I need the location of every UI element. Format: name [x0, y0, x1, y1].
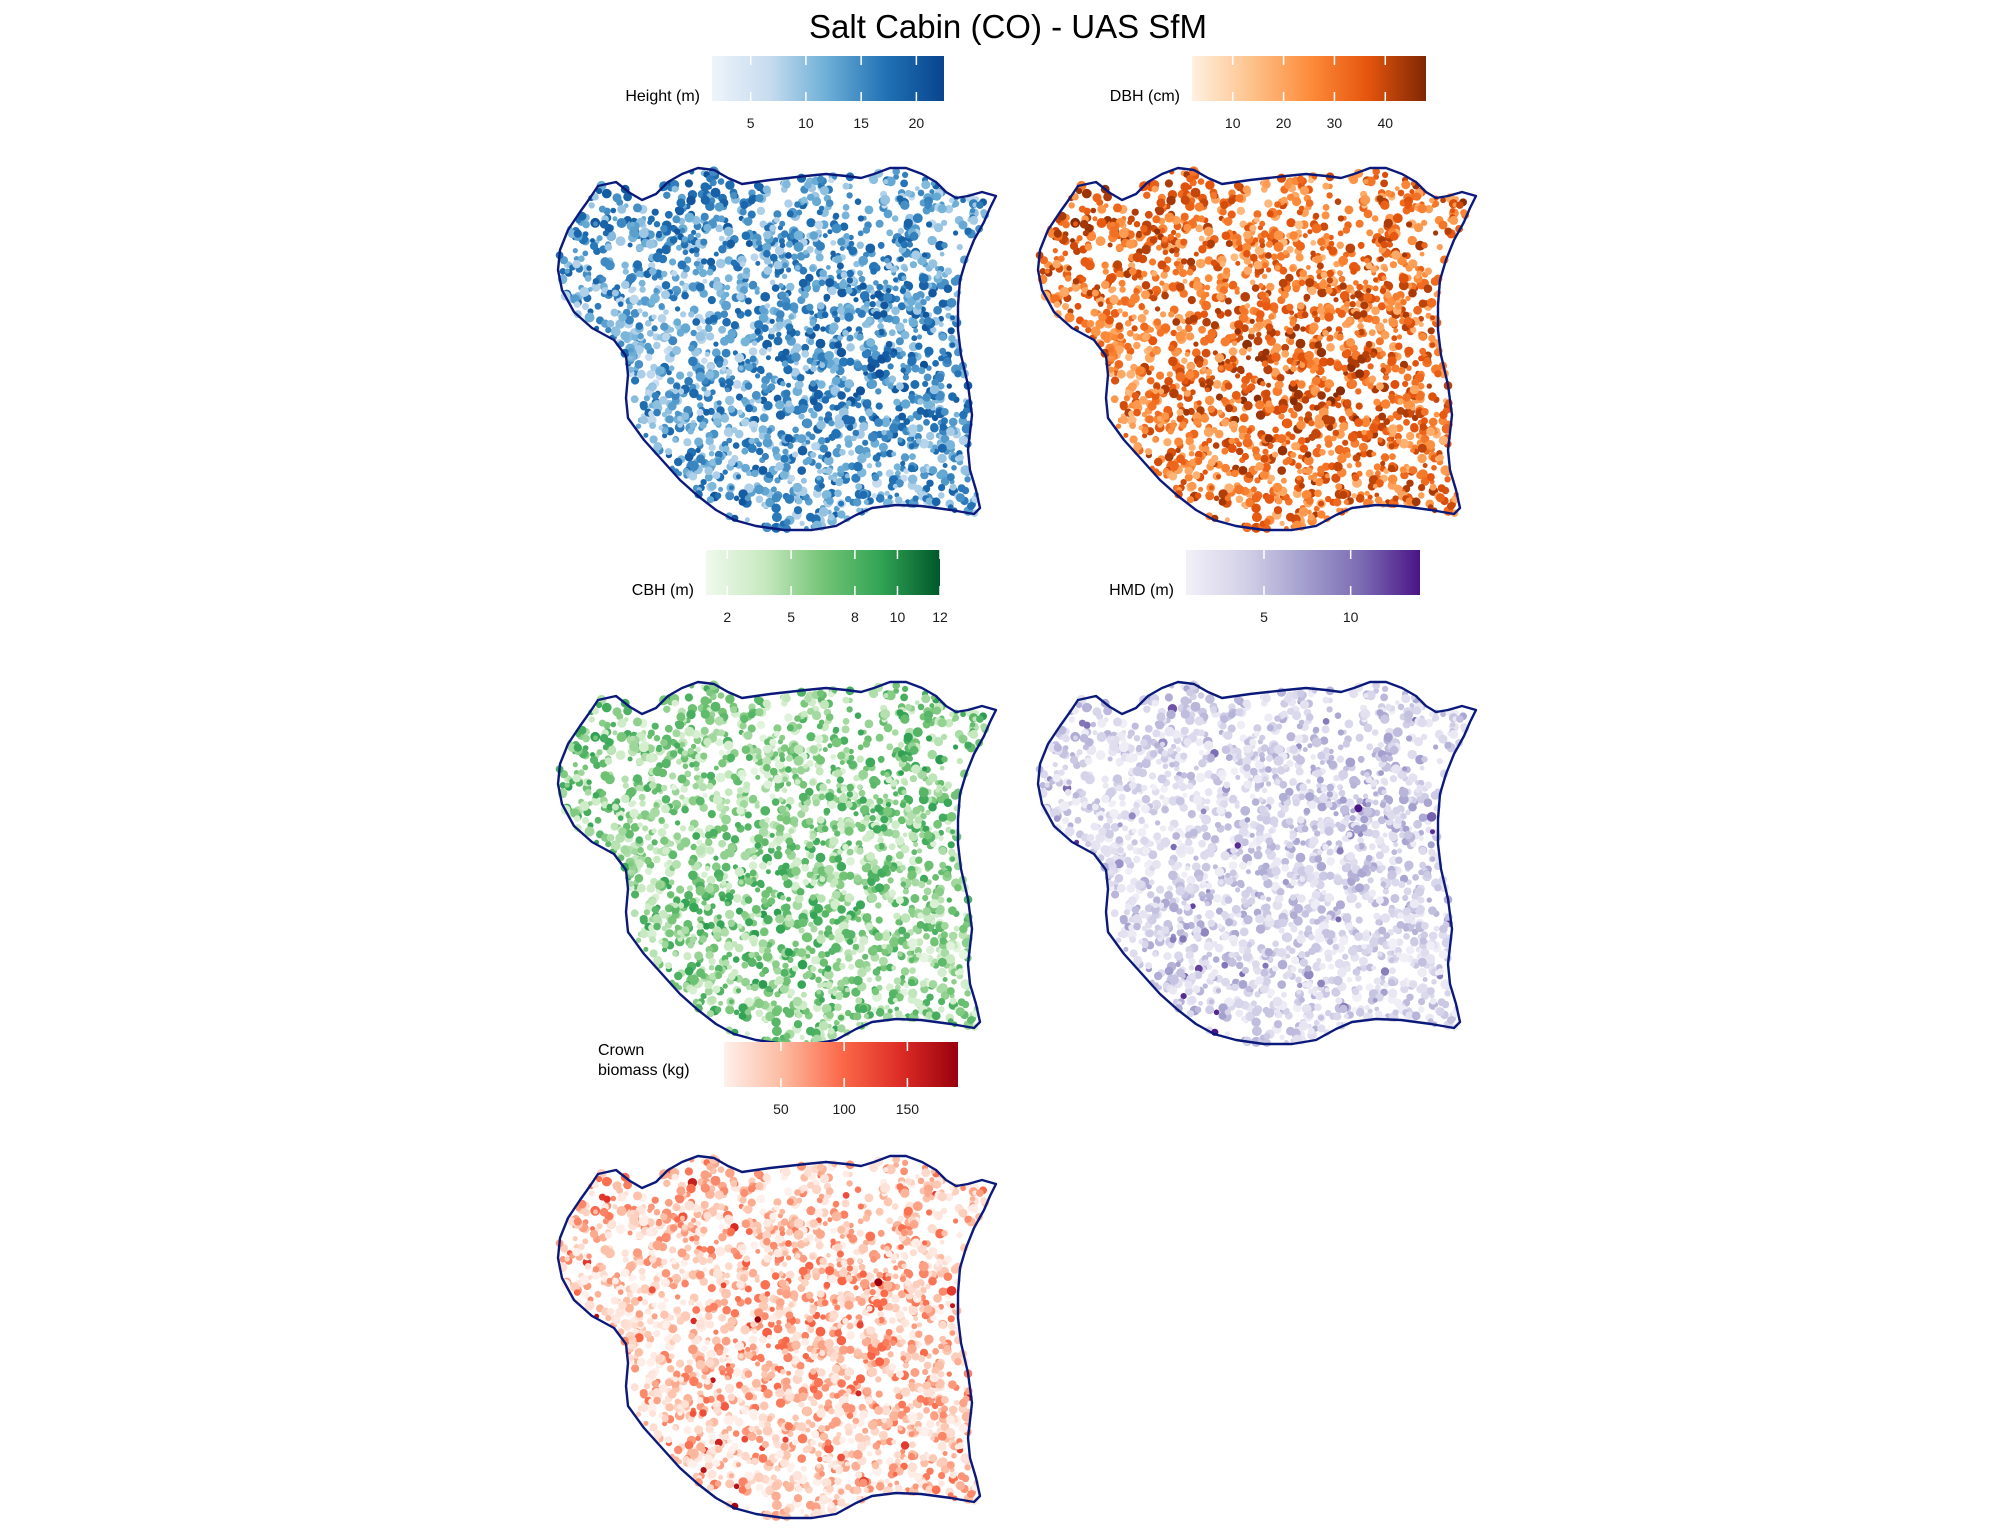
biomass-colorbar [724, 1042, 958, 1087]
biomass-legend-title: biomass (kg) [598, 1062, 690, 1079]
height-tree-crowns [555, 166, 990, 533]
height-tick-label: 10 [798, 115, 814, 131]
height-legend: 5 10 15 20 Height (m) [625, 56, 944, 131]
hmd-legend-title: HMD (m) [1109, 582, 1174, 599]
biomass-study-boundary [556, 1154, 998, 1520]
height-tick-label: 5 [747, 115, 755, 131]
biomass-tick-label: 50 [773, 1101, 789, 1117]
cbh-legend: 2 5 8 10 12 CBH (m) [632, 550, 948, 625]
hmd-tree-crowns [1035, 680, 1470, 1047]
cbh-tree-crowns [555, 680, 990, 1047]
dbh-study-boundary [1036, 166, 1478, 532]
height-tick-label: 15 [853, 115, 869, 131]
dbh-legend: 10 20 30 40 DBH (cm) [1110, 56, 1426, 131]
figure-title: Salt Cabin (CO) - UAS SfM [809, 8, 1207, 45]
cbh-tick-label: 5 [787, 609, 795, 625]
cbh-study-boundary [556, 680, 998, 1046]
biomass-tick-label: 150 [896, 1101, 920, 1117]
dbh-legend-title: DBH (cm) [1110, 88, 1180, 105]
biomass-tree-crowns [555, 1154, 990, 1521]
dbh-map [1035, 166, 1478, 533]
hmd-legend: 5 10 HMD (m) [1109, 550, 1420, 625]
dbh-tick-label: 10 [1225, 115, 1241, 131]
cbh-tick-label: 2 [723, 609, 731, 625]
height-study-boundary [556, 166, 998, 532]
hmd-study-boundary [1036, 680, 1478, 1046]
hmd-panel: 5 10 HMD (m) [1035, 550, 1478, 1047]
height-tick-label: 20 [909, 115, 925, 131]
biomass-panel: 50 100 150 Crown biomass (kg) [555, 1042, 998, 1521]
hmd-tick-label: 10 [1343, 609, 1359, 625]
hmd-colorbar [1186, 550, 1420, 595]
cbh-legend-title: CBH (m) [632, 582, 694, 599]
hmd-tick-label: 5 [1260, 609, 1268, 625]
dbh-tick-label: 20 [1276, 115, 1292, 131]
dbh-colorbar [1192, 56, 1426, 101]
cbh-panel: 2 5 8 10 12 CBH (m) [555, 550, 998, 1047]
height-map [555, 166, 998, 533]
dbh-tree-crowns [1035, 166, 1470, 533]
cbh-map [555, 680, 998, 1047]
cbh-tick-label: 8 [851, 609, 859, 625]
hmd-map [1035, 680, 1478, 1047]
biomass-tick-label: 100 [832, 1101, 856, 1117]
cbh-colorbar [706, 550, 940, 595]
height-panel: 5 10 15 20 Height (m) [555, 56, 998, 533]
biomass-legend-title: Crown [598, 1042, 644, 1059]
dbh-tick-label: 40 [1378, 115, 1394, 131]
cbh-tick-label: 10 [890, 609, 906, 625]
cbh-tick-label: 12 [932, 609, 948, 625]
dbh-tick-label: 30 [1327, 115, 1343, 131]
height-colorbar [712, 56, 944, 101]
dbh-panel: 10 20 30 40 DBH (cm) [1035, 56, 1478, 533]
height-legend-title: Height (m) [625, 88, 700, 105]
biomass-legend: 50 100 150 Crown biomass (kg) [598, 1042, 958, 1117]
biomass-map [555, 1154, 998, 1521]
